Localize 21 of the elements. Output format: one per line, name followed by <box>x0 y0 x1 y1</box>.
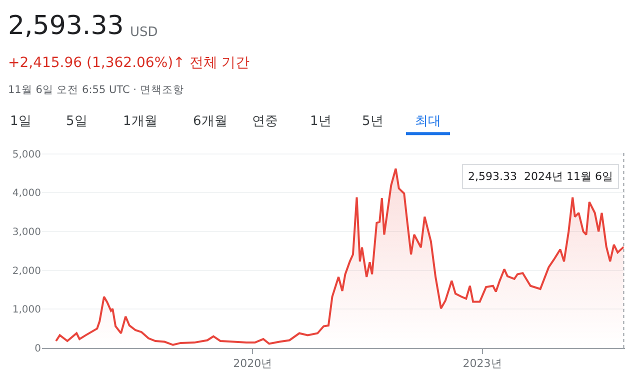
x-tick-label: 2023년 <box>462 357 502 370</box>
text: 6개월 <box>193 114 228 129</box>
text: 1년 <box>310 114 332 129</box>
text: 5년 <box>362 114 384 129</box>
annotation: 2,593.33 2024년 11월 6일 <box>468 170 613 183</box>
text: 연중 <box>252 114 278 129</box>
y-tick-label: 1,000 <box>12 304 41 316</box>
text: 1일 <box>10 114 32 129</box>
text: +2,415.96 (1,362.06%)↑ 전체 기간 <box>8 55 250 71</box>
y-tick-label: 5,000 <box>12 149 41 160</box>
text: USD <box>130 25 158 40</box>
text: 2,593.33 <box>8 11 124 41</box>
y-tick-label: 4,000 <box>12 188 41 200</box>
x-tick-label: 2020년 <box>233 357 272 370</box>
text: 최대 <box>415 114 441 129</box>
y-tick-label: 0 <box>34 344 41 354</box>
text: 1개월 <box>123 114 158 129</box>
y-tick-label: 3,000 <box>12 227 41 238</box>
text: 11월 6일 오전 6:55 UTC · 면책조항 <box>8 84 184 96</box>
text: 5일 <box>66 114 88 129</box>
y-tick-label: 2,000 <box>12 266 41 277</box>
